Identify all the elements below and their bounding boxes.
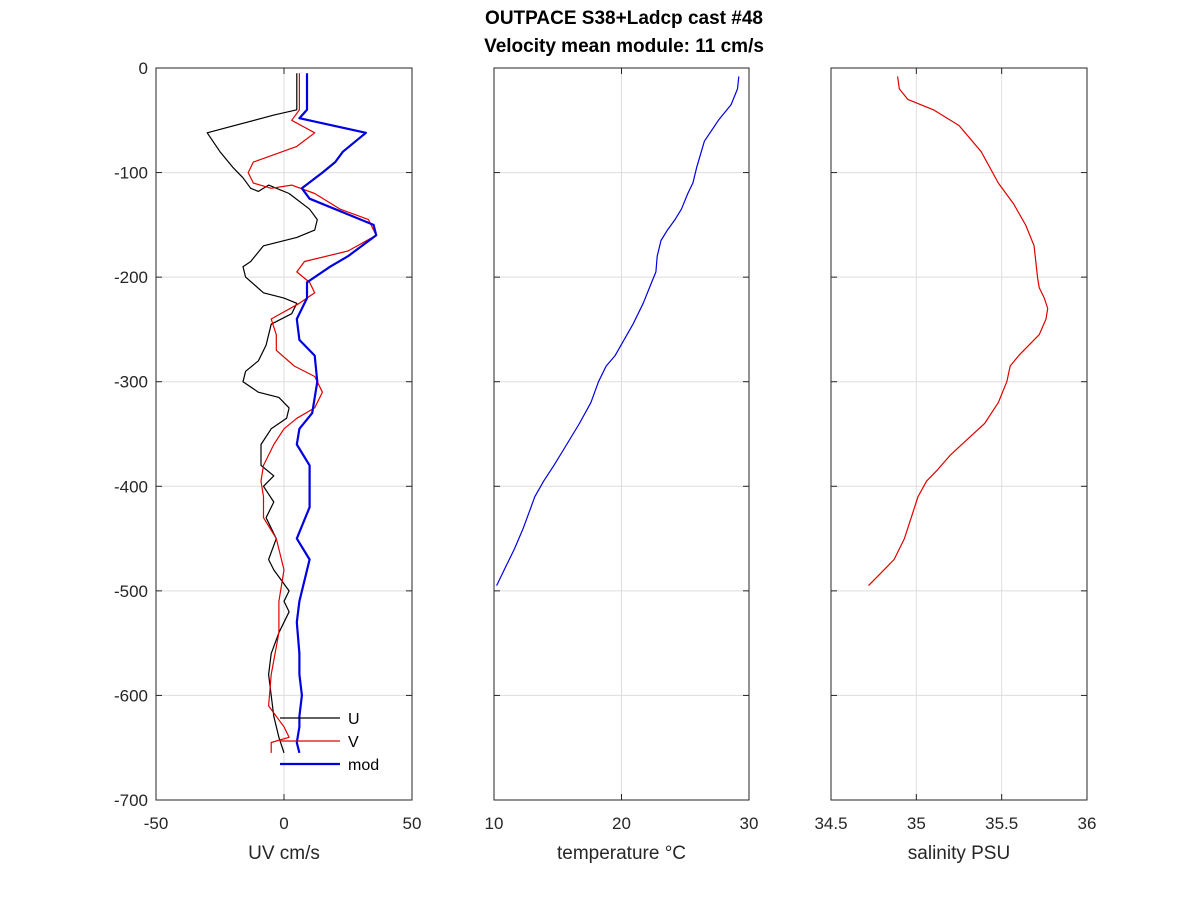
salinity-axes: 34.5 35 35.5 36 salinity PSU [814, 67, 1097, 864]
uv-series-line-mod [295, 73, 378, 754]
legend-label-v: V [348, 734, 359, 751]
temperature-axes: 10 20 30 temperature °C [485, 67, 759, 864]
uv-x-tick-label: 0 [279, 814, 288, 833]
uv-x-tick-label: 50 [403, 814, 422, 833]
salinity-x-axis-label: salinity PSU [908, 843, 1010, 864]
salinity-x-tick-label: 35.5 [985, 814, 1018, 833]
figure-title-line1: OUTPACE S38+Ladcp cast #48 [485, 8, 763, 29]
temperature-x-axis-label: temperature °C [557, 843, 686, 864]
uv-x-axis-label: UV cm/s [248, 843, 320, 864]
uv-y-tick-label: -700 [114, 791, 148, 810]
figure-title-line2: Velocity mean module: 11 cm/s [484, 36, 764, 57]
temperature-x-tick-label: 20 [612, 814, 631, 833]
salinity-x-tick-label: 34.5 [814, 814, 847, 833]
uv-y-tick-label: -500 [114, 582, 148, 601]
uv-series-line-u [206, 73, 318, 754]
salinity-x-tick-label: 36 [1078, 814, 1097, 833]
salinity-axes-box [830, 67, 1088, 801]
salinity-series-line-0 [868, 76, 1049, 587]
legend-label-u: U [348, 711, 360, 728]
uv-series-line-v [247, 73, 377, 753]
salinity-plot-area [831, 68, 1087, 800]
uv-y-tick-label: 0 [139, 59, 148, 78]
temperature-x-tick-label: 10 [485, 814, 504, 833]
uv-y-tick-label: -100 [114, 164, 148, 183]
legend-label-mod: mod [348, 757, 379, 774]
uv-x-tick-label: -50 [144, 814, 169, 833]
salinity-x-tick-label: 35 [907, 814, 926, 833]
temperature-series-line-0 [496, 76, 740, 586]
temperature-x-tick-label: 30 [740, 814, 759, 833]
uv-y-tick-label: -200 [114, 268, 148, 287]
uv-y-tick-label: -300 [114, 373, 148, 392]
uv-y-tick-label: -400 [114, 477, 148, 496]
uv-y-tick-label: -600 [114, 686, 148, 705]
